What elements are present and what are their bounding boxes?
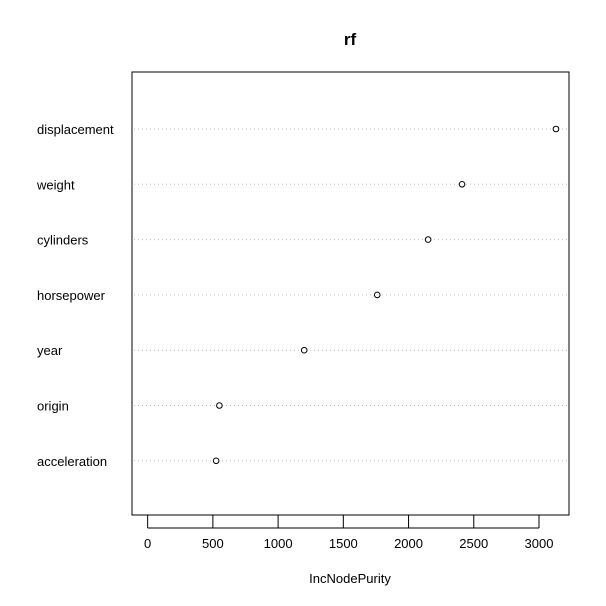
category-label: origin <box>37 399 69 414</box>
x-tick-label: 2500 <box>459 536 488 551</box>
x-tick-label: 1000 <box>264 536 293 551</box>
data-point <box>373 291 381 299</box>
category-label: horsepower <box>37 288 106 303</box>
category-labels: displacement weight cylinders horsepower yea… <box>36 122 114 469</box>
grid-lines <box>134 128 567 462</box>
x-tick-label: 1500 <box>329 536 358 551</box>
plot-frame <box>131 71 570 516</box>
chart-title: rf <box>344 30 357 49</box>
data-point <box>300 346 308 354</box>
x-tick-label: 0 <box>144 536 151 551</box>
x-axis-title: IncNodePurity <box>309 571 391 586</box>
data-point <box>552 125 560 133</box>
data-point <box>424 236 432 243</box>
x-tick-label: 2000 <box>394 536 423 551</box>
data-points <box>212 125 560 465</box>
data-point <box>212 457 220 465</box>
x-tick-label: 3000 <box>525 536 554 551</box>
category-label: cylinders <box>37 233 89 248</box>
category-label: acceleration <box>37 454 107 469</box>
x-tick-label: 500 <box>202 536 224 551</box>
category-label: displacement <box>37 122 114 137</box>
data-point <box>458 181 466 188</box>
category-label: year <box>37 343 63 358</box>
data-point <box>216 402 223 409</box>
category-label: weight <box>36 177 75 192</box>
x-axis: 0 500 1000 1500 2000 2500 3000 <box>144 515 553 551</box>
